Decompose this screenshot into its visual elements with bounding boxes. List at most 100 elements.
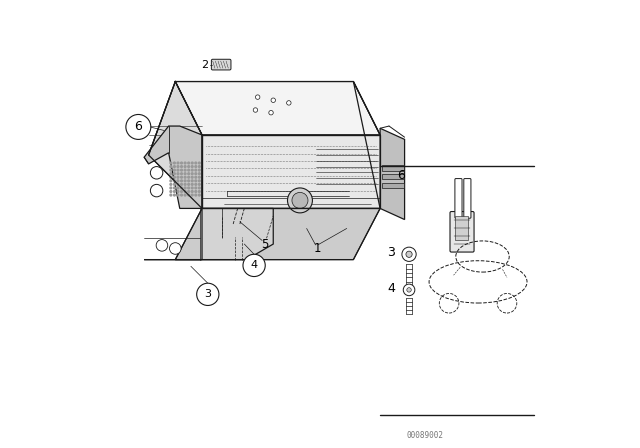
Text: 3: 3	[387, 246, 395, 259]
Circle shape	[198, 194, 200, 196]
Circle shape	[191, 169, 193, 171]
Circle shape	[173, 194, 175, 196]
FancyBboxPatch shape	[455, 179, 462, 218]
Bar	[382, 174, 404, 180]
Circle shape	[195, 187, 196, 189]
Circle shape	[195, 194, 196, 196]
Circle shape	[198, 180, 200, 182]
Circle shape	[195, 177, 196, 178]
Circle shape	[150, 167, 163, 179]
Circle shape	[191, 177, 193, 178]
Circle shape	[173, 169, 175, 171]
Bar	[455, 216, 468, 241]
Circle shape	[243, 254, 265, 276]
Circle shape	[406, 251, 412, 258]
Circle shape	[287, 188, 312, 213]
Circle shape	[191, 166, 193, 168]
Circle shape	[198, 169, 200, 171]
Text: 4: 4	[387, 282, 395, 295]
Text: 00089002: 00089002	[406, 431, 443, 440]
FancyBboxPatch shape	[464, 179, 471, 218]
Circle shape	[170, 194, 172, 196]
Circle shape	[170, 190, 172, 192]
Circle shape	[180, 184, 182, 185]
Circle shape	[173, 173, 175, 175]
Circle shape	[271, 98, 275, 103]
Circle shape	[184, 187, 186, 189]
Circle shape	[180, 166, 182, 168]
Circle shape	[188, 173, 189, 175]
Circle shape	[188, 162, 189, 164]
Circle shape	[195, 190, 196, 192]
Text: 6: 6	[134, 121, 142, 134]
Circle shape	[184, 166, 186, 168]
Circle shape	[198, 166, 200, 168]
Polygon shape	[148, 82, 202, 208]
Polygon shape	[175, 82, 380, 135]
Circle shape	[269, 111, 273, 115]
Text: 6: 6	[397, 169, 405, 182]
Circle shape	[188, 184, 189, 185]
Circle shape	[177, 169, 179, 171]
Text: 5: 5	[260, 237, 268, 250]
Polygon shape	[202, 135, 380, 208]
Circle shape	[180, 194, 182, 196]
Circle shape	[191, 187, 193, 189]
Circle shape	[188, 169, 189, 171]
Circle shape	[195, 169, 196, 171]
Circle shape	[292, 192, 308, 208]
Circle shape	[170, 187, 172, 189]
Circle shape	[180, 169, 182, 171]
Circle shape	[184, 194, 186, 196]
Circle shape	[180, 177, 182, 178]
Circle shape	[253, 108, 258, 112]
Circle shape	[198, 177, 200, 178]
Circle shape	[191, 184, 193, 185]
Circle shape	[177, 190, 179, 192]
Circle shape	[184, 162, 186, 164]
Polygon shape	[144, 126, 202, 208]
Circle shape	[180, 190, 182, 192]
Circle shape	[195, 180, 196, 182]
Circle shape	[402, 247, 416, 261]
Circle shape	[180, 180, 182, 182]
Circle shape	[188, 187, 189, 189]
Circle shape	[191, 173, 193, 175]
Circle shape	[198, 173, 200, 175]
FancyBboxPatch shape	[450, 211, 474, 252]
Circle shape	[170, 180, 172, 182]
Circle shape	[177, 177, 179, 178]
Circle shape	[173, 162, 175, 164]
Circle shape	[180, 187, 182, 189]
Circle shape	[198, 184, 200, 185]
Circle shape	[188, 194, 189, 196]
Circle shape	[188, 180, 189, 182]
Circle shape	[184, 190, 186, 192]
Bar	[382, 165, 404, 171]
Circle shape	[173, 166, 175, 168]
Circle shape	[255, 95, 260, 99]
Circle shape	[177, 184, 179, 185]
Circle shape	[191, 190, 193, 192]
Circle shape	[177, 162, 179, 164]
Circle shape	[170, 166, 172, 168]
Circle shape	[126, 115, 151, 139]
Circle shape	[198, 162, 200, 164]
Polygon shape	[175, 208, 380, 260]
Text: 3: 3	[204, 289, 211, 299]
Circle shape	[173, 190, 175, 192]
Circle shape	[170, 169, 172, 171]
Circle shape	[173, 187, 175, 189]
Circle shape	[184, 180, 186, 182]
Polygon shape	[380, 128, 404, 220]
Circle shape	[196, 283, 219, 306]
Circle shape	[195, 173, 196, 175]
Circle shape	[173, 180, 175, 182]
Circle shape	[177, 166, 179, 168]
Circle shape	[198, 187, 200, 189]
Circle shape	[191, 194, 193, 196]
Circle shape	[170, 243, 181, 254]
Circle shape	[188, 177, 189, 178]
Circle shape	[191, 162, 193, 164]
Circle shape	[177, 187, 179, 189]
